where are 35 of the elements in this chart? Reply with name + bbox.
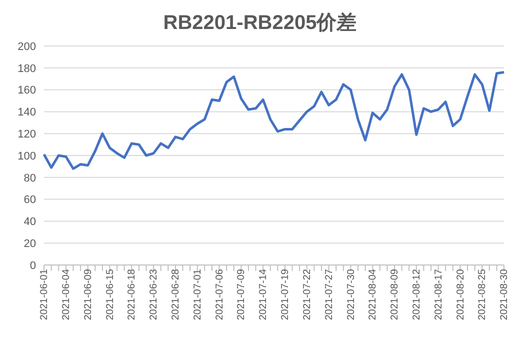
y-tick-label: 180 [18, 62, 36, 75]
x-tick-label: 2021-08-20 [455, 268, 466, 320]
x-tick-label: 2021-07-14 [258, 268, 270, 320]
x-tick-label: 2021-07-09 [236, 268, 248, 320]
x-tick-label: 2021-08-30 [499, 268, 510, 320]
x-tick-label: 2021-07-27 [324, 268, 335, 320]
y-tick-label: 160 [18, 84, 36, 97]
y-tick-label: 60 [24, 194, 36, 206]
x-tick-label: 2021-07-06 [214, 268, 226, 320]
chart-title: RB2201-RB2205价差 [162, 11, 358, 36]
x-tick-label: 2021-08-09 [390, 268, 401, 320]
x-tick-label: 2021-08-04 [368, 268, 379, 320]
x-tick-label: 2021-06-01 [39, 268, 50, 320]
y-tick-label: 0 [30, 260, 36, 272]
y-tick-label: 80 [24, 172, 36, 184]
x-tick-label: 2021-08-25 [477, 268, 488, 320]
x-tick-label: 2021-08-17 [433, 268, 444, 320]
x-tick-label: 2021-06-04 [61, 268, 72, 320]
x-tick-label: 2021-06-18 [126, 268, 138, 320]
x-tick-label: 2021-07-01 [192, 268, 204, 320]
y-tick-label: 200 [18, 40, 36, 53]
line-series [42, 71, 506, 170]
y-tick-label: 20 [24, 238, 36, 250]
x-tick-label: 2021-07-22 [302, 268, 313, 320]
x-tick-label: 2021-06-28 [170, 268, 182, 320]
x-tick-label: 2021-06-09 [82, 268, 94, 320]
x-tick-label: 2021-07-19 [280, 268, 292, 320]
y-tick-label: 100 [18, 150, 36, 162]
x-tick-label: 2021-07-30 [346, 268, 357, 320]
x-tick-label: 2021-08-12 [411, 268, 422, 320]
y-tick-label: 140 [18, 106, 36, 119]
x-tick-label: 2021-06-23 [148, 268, 160, 320]
y-tick-label: 40 [24, 216, 36, 228]
y-tick-label: 120 [18, 128, 36, 141]
x-tick-label: 2021-06-15 [104, 268, 116, 320]
